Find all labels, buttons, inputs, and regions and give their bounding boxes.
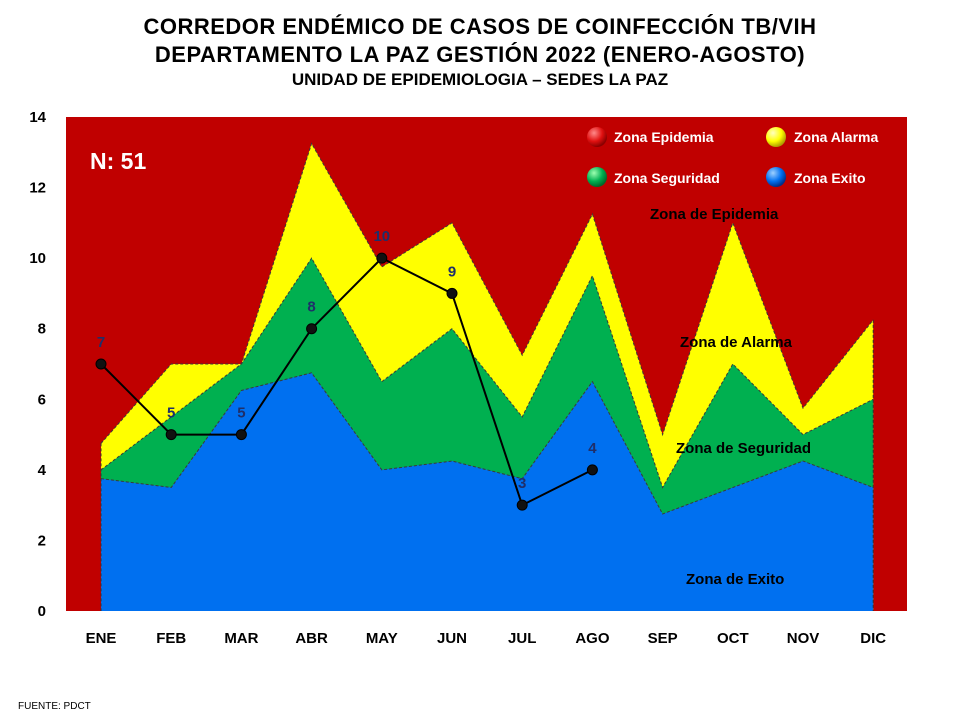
zone-label-seguridad: Zona de Seguridad (676, 440, 811, 457)
case-point-label: 5 (237, 405, 245, 422)
x-tick-label: ABR (295, 630, 328, 647)
case-point (95, 358, 107, 370)
case-point (586, 464, 598, 476)
case-point-label: 5 (167, 405, 175, 422)
case-point-label: 10 (373, 228, 390, 245)
y-tick-label: 6 (38, 391, 46, 408)
zone-seguridad-area-border (100, 257, 874, 489)
x-tick-label: JUN (437, 630, 467, 647)
y-tick-label: 2 (38, 532, 46, 549)
legend-item-alarma: Zona Alarma (766, 127, 878, 147)
chart-subtitle: UNIDAD DE EPIDEMIOLOGIA – SEDES LA PAZ (291, 70, 669, 89)
x-tick-label: AGO (575, 630, 610, 647)
zone-exito-area (101, 372, 874, 611)
legend-label: Zona Alarma (794, 129, 878, 145)
zone-label-alarma: Zona de Alarma (680, 334, 793, 351)
red-ball-icon (587, 127, 607, 147)
endemic-corridor-chart: 0 2 4 6 8 10 12 14 ENE FEB MAR ABR MAY JUN JUL AGO SEP O… (29, 109, 907, 647)
zone-exito-area-border (100, 372, 874, 515)
case-point (446, 287, 458, 299)
blue-ball-icon (766, 167, 786, 187)
x-tick-label: JUL (508, 630, 536, 647)
case-point (235, 429, 247, 441)
case-point-label: 9 (448, 263, 456, 280)
y-tick-label: 10 (29, 250, 46, 267)
case-point-label: 8 (307, 299, 315, 316)
y-tick-label: 0 (38, 603, 46, 620)
x-tick-label: NOV (787, 630, 820, 647)
x-tick-label: ENE (86, 630, 117, 647)
case-point (376, 252, 388, 264)
y-tick-label: 12 (29, 180, 46, 197)
green-ball-icon (587, 167, 607, 187)
case-point-label: 3 (518, 475, 526, 492)
x-tick-label: DIC (860, 630, 886, 647)
n-label: N: 51 (90, 148, 146, 174)
x-tick-label: OCT (717, 630, 749, 647)
cases-line (100, 256, 593, 507)
case-point (165, 429, 177, 441)
legend-label: Zona Epidemia (614, 129, 714, 145)
y-tick-label: 8 (38, 321, 46, 338)
x-tick-label: FEB (156, 630, 186, 647)
zone-alarma-area-border (100, 142, 874, 444)
legend-item-seguridad: Zona Seguridad (587, 167, 720, 187)
legend-label: Zona Seguridad (614, 170, 720, 186)
case-point (306, 323, 318, 335)
legend: Zona Epidemia Zona Alarma Zona Seguridad… (587, 127, 878, 187)
y-tick-label: 4 (38, 462, 47, 479)
chart-title-line2: DEPARTAMENTO LA PAZ GESTIÓN 2022 (ENERO-… (154, 42, 806, 67)
chart-title-line1: CORREDOR ENDÉMICO DE CASOS DE COINFECCIÓ… (143, 14, 817, 39)
x-tick-label: SEP (648, 630, 678, 647)
case-point-label: 7 (97, 334, 105, 351)
yellow-ball-icon (766, 127, 786, 147)
x-tick-label: MAR (224, 630, 258, 647)
y-tick-label: 14 (29, 109, 46, 126)
legend-label: Zona Exito (794, 170, 866, 186)
zone-label-epidemia: Zona de Epidemia (650, 206, 779, 223)
zone-label-exito: Zona de Exito (686, 571, 784, 588)
case-point (516, 499, 528, 511)
legend-item-epidemia: Zona Epidemia (587, 127, 714, 147)
legend-item-exito: Zona Exito (766, 167, 866, 187)
case-point-label: 4 (588, 440, 597, 457)
source-note: FUENTE: PDCT (18, 701, 91, 712)
x-tick-label: MAY (366, 630, 398, 647)
